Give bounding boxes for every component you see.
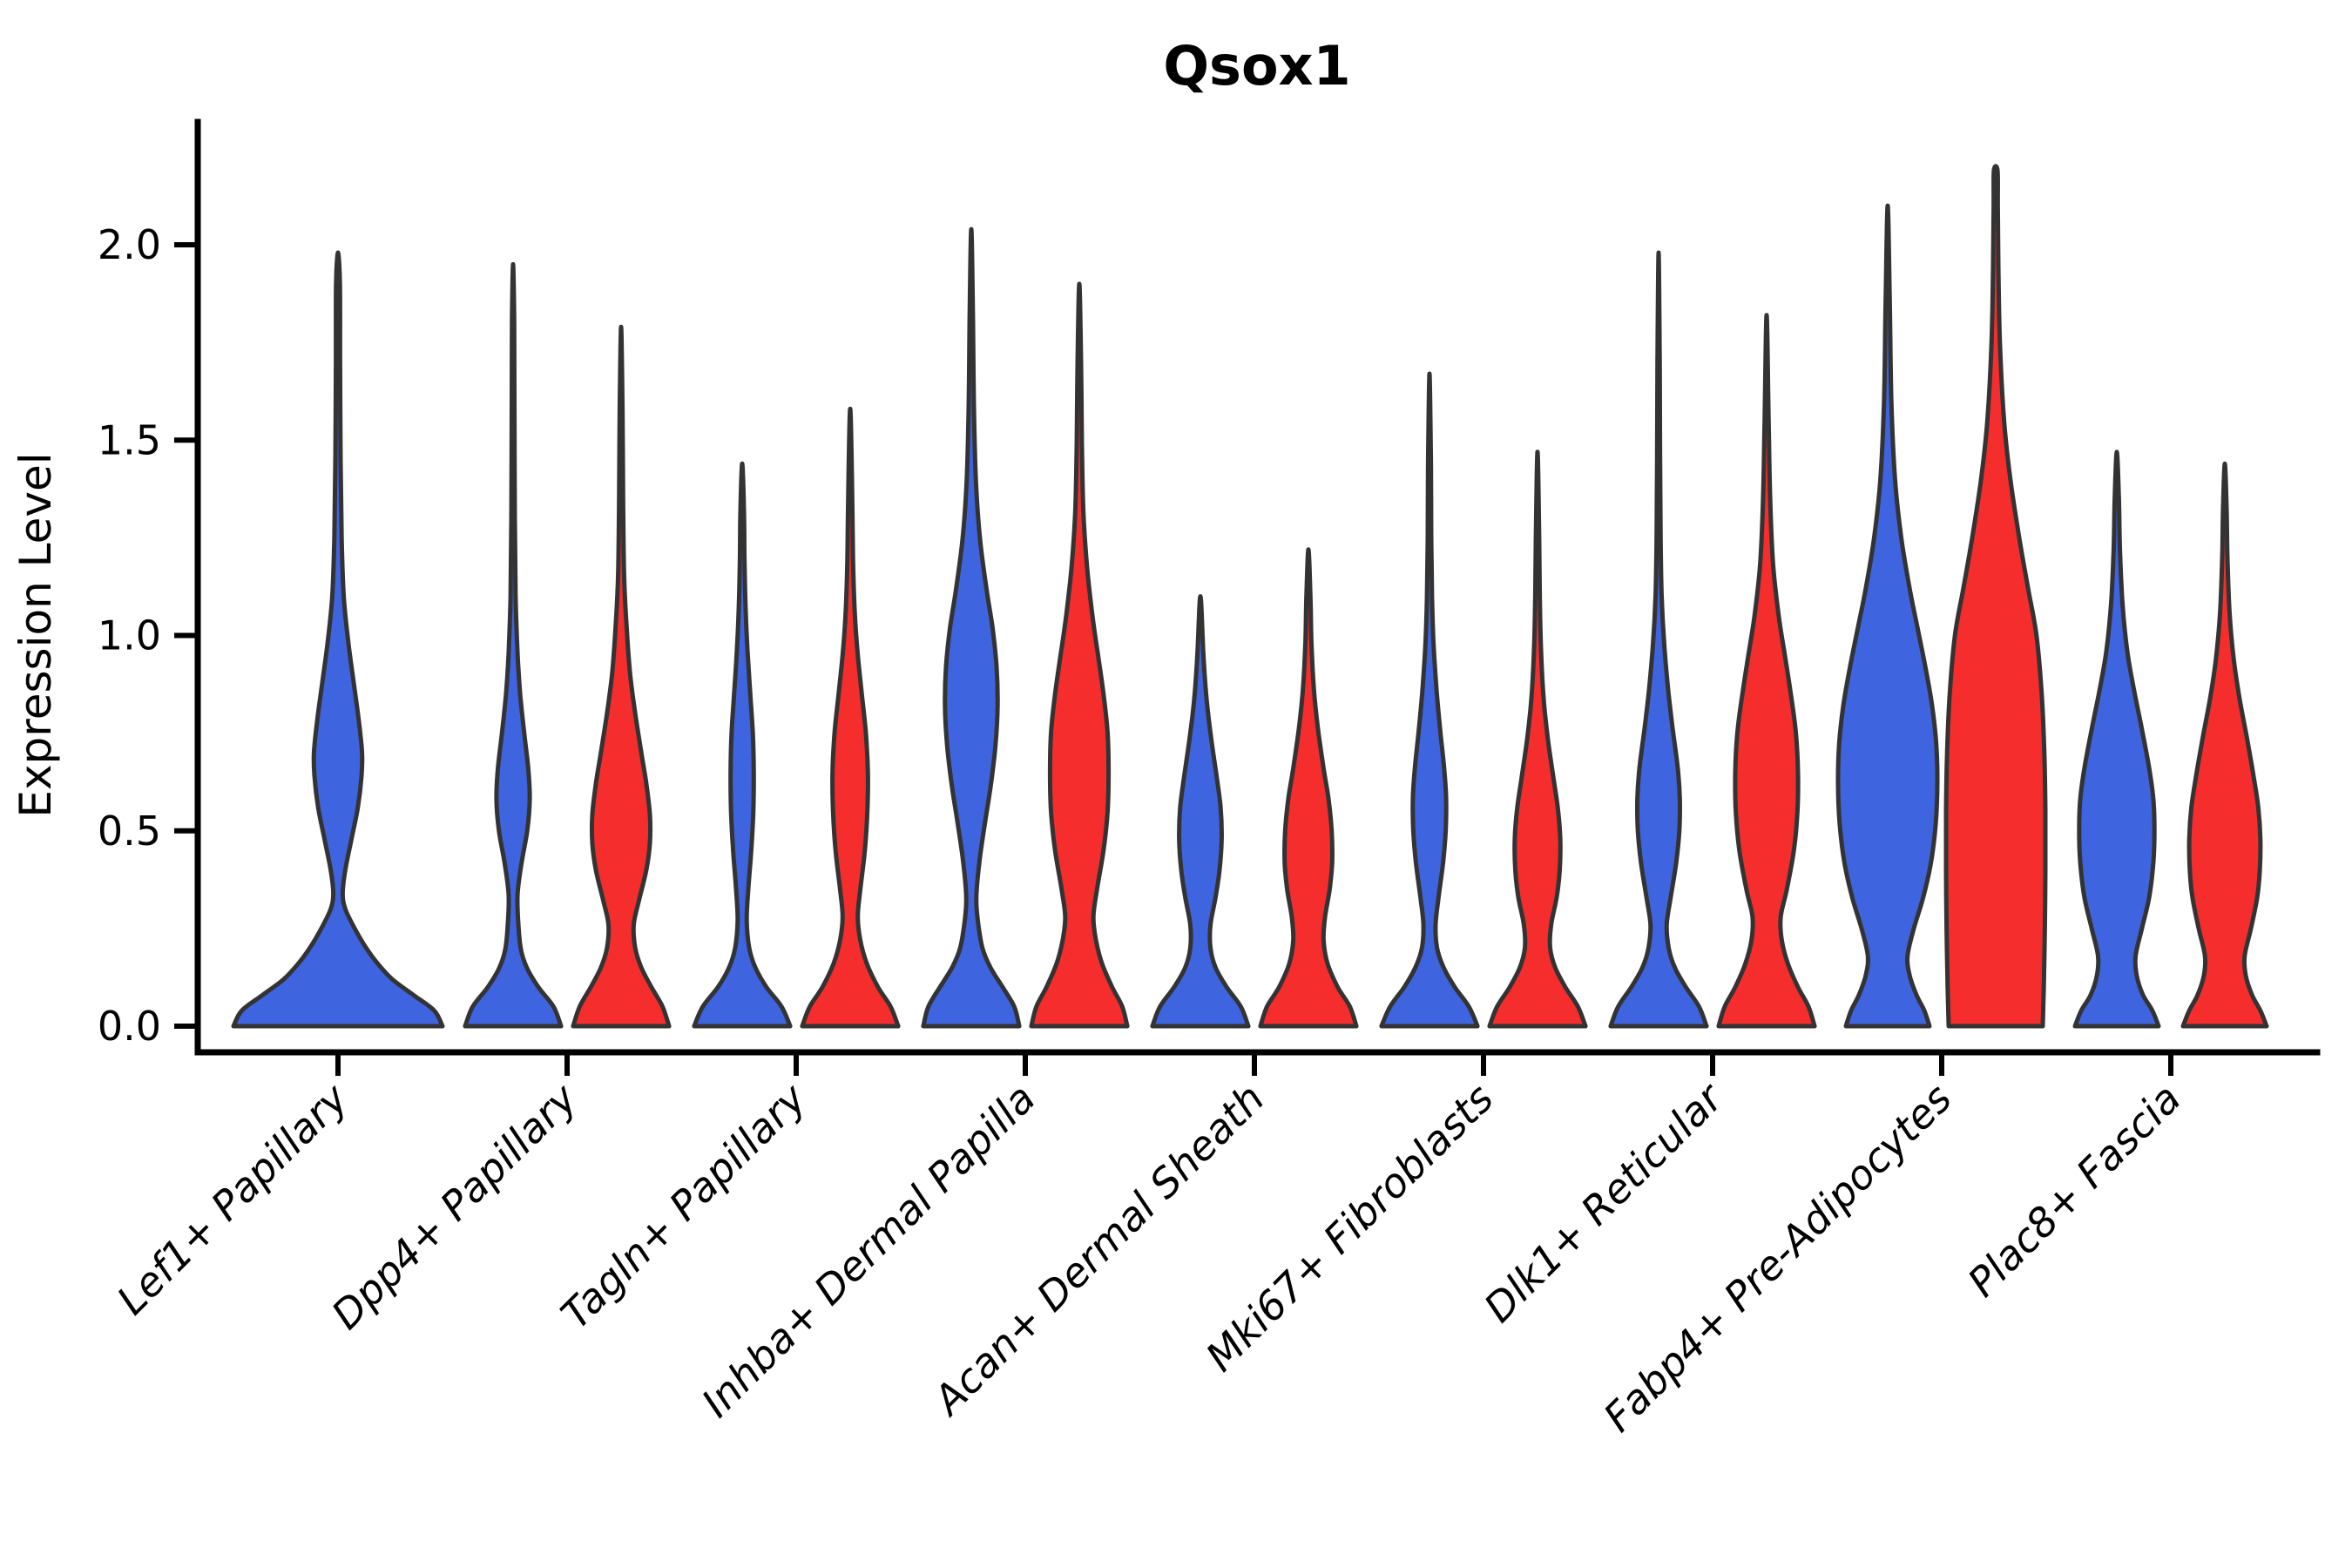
y-axis-label: Expression Level [10,452,61,817]
violin-fabp4-pre-adipocytes-blue [1835,203,1940,1029]
violin-inhba-dermal-papilla-blue [921,226,1022,1029]
x-tick-label: Tagln+ Papillary [551,1074,815,1338]
violin-tagln-papillary-blue [692,461,793,1029]
violin-dlk1-reticular-red [1716,313,1817,1029]
violin-plac8-fascia-red [2180,461,2269,1029]
x-tick-label: Plac8+ Fascia [1958,1075,2189,1306]
x-tick-label: Dlk1+ Reticular [1475,1072,1734,1331]
y-tick-label: 0.5 [98,808,161,855]
violin-acan-dermal-sheath-blue [1150,594,1251,1029]
violin-dlk1-reticular-blue [1608,250,1709,1029]
x-tick-label: Dpp4+ Papillary [322,1074,586,1338]
violin-dpp4-papillary-red [571,324,672,1029]
y-tick-label: 1.0 [98,612,161,659]
violin-dpp4-papillary-blue [463,261,564,1029]
violins-layer [231,164,2269,1029]
y-tick-label: 0.0 [98,1003,161,1050]
violin-mki67-fibroblasts-red [1487,449,1588,1029]
violin-tagln-papillary-red [800,406,901,1029]
x-tick-label: Lef1+ Papillary [108,1074,357,1323]
violin-mki67-fibroblasts-blue [1379,371,1480,1029]
y-tick-label: 2.0 [98,221,161,268]
y-tick-label: 1.5 [98,416,161,463]
chart-title: Qsox1 [1163,34,1350,98]
violin-fabp4-pre-adipocytes-red [1943,164,2048,1029]
violin-lef1-papillary-blue [231,250,445,1029]
violin-inhba-dermal-papilla-red [1029,281,1130,1029]
violin-acan-dermal-sheath-red [1258,547,1359,1029]
violin-plac8-fascia-blue [2072,449,2161,1029]
